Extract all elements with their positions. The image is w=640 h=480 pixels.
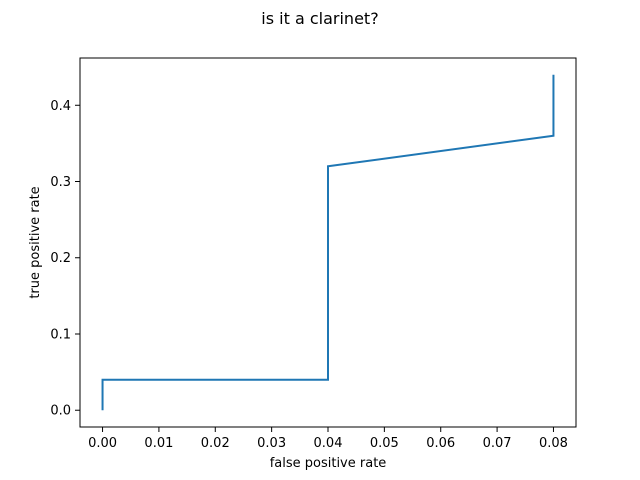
x-tick-label: 0.02 [201, 436, 230, 451]
y-tick-label: 0.4 [50, 99, 71, 114]
roc-curve [101, 74, 555, 411]
plot-area [101, 74, 555, 411]
x-axis-label: false positive rate [270, 456, 387, 471]
x-tick-label: 0.00 [88, 436, 117, 451]
x-tick-label: 0.08 [539, 436, 568, 451]
y-axis: 0.0 0.1 0.2 0.3 0.4 [50, 99, 80, 419]
y-axis-label: true positive rate [28, 186, 43, 298]
y-tick-label: 0.0 [50, 404, 71, 419]
x-tick-label: 0.04 [314, 436, 343, 451]
x-tick-label: 0.01 [144, 436, 173, 451]
chart-title: is it a clarinet? [261, 9, 378, 28]
x-tick-label: 0.06 [426, 436, 455, 451]
x-axis: 0.00 0.01 0.02 0.03 0.04 0.05 0.06 0.07 0.08 [88, 427, 568, 451]
axes-frame [79, 57, 577, 428]
y-tick-label: 0.2 [50, 251, 71, 266]
y-tick-label: 0.1 [50, 327, 71, 342]
x-tick-label: 0.07 [483, 436, 512, 451]
y-tick-label: 0.3 [50, 175, 71, 190]
x-tick-label: 0.05 [370, 436, 399, 451]
x-tick-label: 0.03 [257, 436, 286, 451]
